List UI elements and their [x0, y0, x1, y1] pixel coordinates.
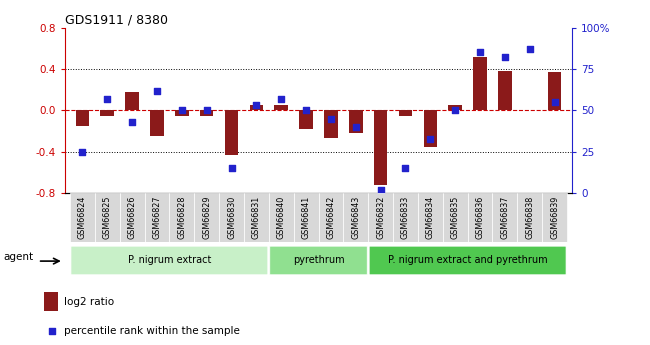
Bar	[100, 110, 114, 116]
Point	[500, 55, 510, 60]
Point	[202, 108, 212, 113]
Point	[47, 328, 57, 334]
Point	[127, 119, 137, 125]
Bar	[324, 110, 338, 138]
Point	[77, 149, 88, 155]
Bar	[343, 193, 368, 242]
Bar	[517, 193, 542, 242]
Bar	[368, 193, 393, 242]
Point	[177, 108, 187, 113]
Bar	[374, 110, 387, 185]
Bar	[95, 193, 120, 242]
Text: GSM66837: GSM66837	[500, 196, 510, 239]
Text: GSM66840: GSM66840	[277, 196, 286, 239]
Text: GSM66835: GSM66835	[450, 196, 460, 239]
Text: agent: agent	[3, 253, 33, 262]
Text: GSM66833: GSM66833	[401, 196, 410, 239]
Text: percentile rank within the sample: percentile rank within the sample	[64, 326, 240, 336]
Point	[226, 166, 237, 171]
Bar	[393, 193, 418, 242]
Text: GSM66834: GSM66834	[426, 196, 435, 239]
Point	[525, 46, 535, 52]
Bar	[175, 110, 188, 116]
Point	[276, 96, 287, 101]
Text: GSM66831: GSM66831	[252, 196, 261, 239]
Text: GSM66841: GSM66841	[302, 196, 311, 239]
Bar	[498, 71, 512, 110]
Text: GSM66839: GSM66839	[550, 196, 559, 239]
Point	[326, 116, 336, 121]
Bar	[299, 110, 313, 129]
Text: pyrethrum: pyrethrum	[292, 256, 344, 265]
Text: GSM66829: GSM66829	[202, 196, 211, 239]
Bar	[269, 193, 294, 242]
Bar	[120, 193, 144, 242]
Text: GDS1911 / 8380: GDS1911 / 8380	[65, 13, 168, 27]
Text: GSM66830: GSM66830	[227, 196, 236, 239]
Bar	[244, 193, 269, 242]
Bar	[548, 72, 562, 110]
FancyBboxPatch shape	[270, 246, 367, 275]
Text: GSM66825: GSM66825	[103, 196, 112, 239]
Point	[350, 124, 361, 130]
Bar	[443, 193, 467, 242]
Bar	[493, 193, 517, 242]
Text: GSM66836: GSM66836	[476, 196, 484, 239]
Bar	[448, 105, 462, 110]
Text: GSM66842: GSM66842	[326, 196, 335, 239]
Point	[251, 103, 261, 108]
Bar	[200, 110, 213, 116]
Text: GSM66832: GSM66832	[376, 196, 385, 239]
Bar	[473, 57, 487, 110]
Bar	[194, 193, 219, 242]
Point	[376, 187, 386, 193]
Bar	[542, 193, 567, 242]
Text: GSM66828: GSM66828	[177, 196, 187, 239]
Text: GSM66824: GSM66824	[78, 196, 87, 239]
Bar	[44, 292, 58, 311]
Text: GSM66843: GSM66843	[351, 196, 360, 239]
FancyBboxPatch shape	[71, 246, 268, 275]
Text: GSM66838: GSM66838	[525, 196, 534, 239]
Point	[450, 108, 460, 113]
Bar	[144, 193, 170, 242]
Point	[549, 99, 560, 105]
Bar	[424, 110, 437, 147]
Text: GSM66826: GSM66826	[127, 196, 136, 239]
Text: P. nigrum extract: P. nigrum extract	[127, 256, 211, 265]
Point	[425, 136, 436, 141]
Bar	[318, 193, 343, 242]
Text: GSM66827: GSM66827	[153, 196, 161, 239]
Bar	[170, 193, 194, 242]
Bar	[467, 193, 493, 242]
Point	[301, 108, 311, 113]
Bar	[274, 105, 288, 110]
Point	[102, 96, 112, 101]
Bar	[418, 193, 443, 242]
Text: log2 ratio: log2 ratio	[64, 297, 114, 306]
Bar	[349, 110, 363, 133]
Bar	[70, 193, 95, 242]
Bar	[219, 193, 244, 242]
Text: P. nigrum extract and pyrethrum: P. nigrum extract and pyrethrum	[388, 256, 547, 265]
Point	[151, 88, 162, 93]
FancyBboxPatch shape	[369, 246, 566, 275]
Bar	[75, 110, 89, 126]
Bar	[225, 110, 239, 155]
Bar	[294, 193, 318, 242]
Bar	[150, 110, 164, 136]
Bar	[125, 92, 139, 110]
Point	[400, 166, 411, 171]
Bar	[398, 110, 412, 116]
Point	[475, 50, 486, 55]
Bar	[250, 105, 263, 110]
